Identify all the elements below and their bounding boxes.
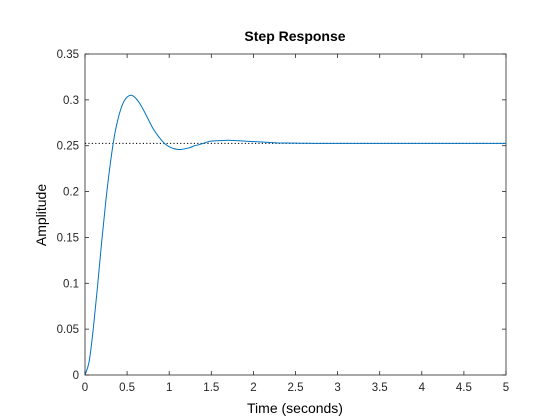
x-tick-label: 3 [334, 382, 340, 394]
y-axis-label: Amplitude [33, 184, 49, 246]
y-tick-label: 0.35 [57, 49, 79, 61]
y-tick-label: 0.1 [63, 278, 79, 290]
plot-area: 0 0.5 1 1.5 2 2.5 3 3.5 4 4.5 5 0 0.05 0.1 0.15 0.2 0.2… [57, 49, 510, 394]
x-tick-label: 2 [250, 382, 256, 394]
y-tick-label: 0.2 [63, 187, 79, 199]
chart-title: Step Response [244, 28, 345, 44]
x-tick-label: 0 [82, 382, 88, 394]
series-line [84, 94, 506, 376]
y-tick-label: 0.3 [63, 95, 79, 107]
x-tick-label: 4.5 [456, 382, 472, 394]
x-tick-label: 5 [503, 382, 509, 394]
x-tick-label: 2.5 [288, 382, 304, 394]
y-tick-label: 0.25 [57, 141, 79, 153]
x-tick-label: 1 [166, 382, 172, 394]
axes-box [84, 53, 507, 376]
x-axis-ticks: 0 0.5 1 1.5 2 2.5 3 3.5 4 4.5 5 [82, 54, 509, 394]
x-tick-label: 0.5 [119, 382, 135, 394]
x-tick-label: 3.5 [372, 382, 388, 394]
x-tick-label: 4 [419, 382, 426, 394]
x-axis-label: Time (seconds) [247, 400, 343, 416]
y-axis-ticks: 0 0.05 0.1 0.15 0.2 0.25 0.3 0.35 [57, 49, 506, 382]
y-tick-label: 0 [73, 370, 79, 382]
y-tick-label: 0.15 [57, 232, 79, 244]
x-tick-label: 1.5 [203, 382, 219, 394]
y-tick-label: 0.05 [57, 324, 79, 336]
